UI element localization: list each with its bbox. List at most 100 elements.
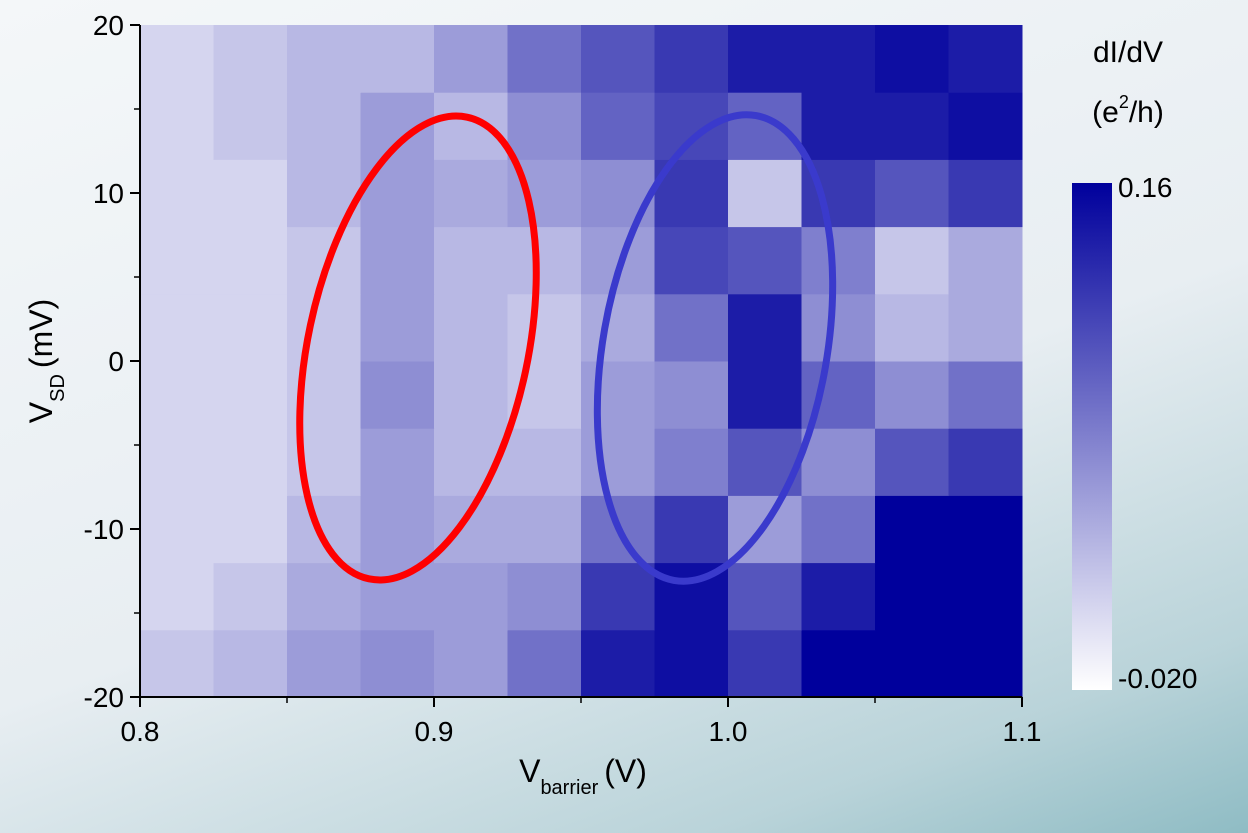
- heatmap-cell: [581, 92, 655, 160]
- heatmap-cell: [581, 293, 655, 362]
- heatmap-cell: [140, 629, 214, 698]
- heatmap-cell: [507, 562, 582, 631]
- heatmap-cell: [654, 293, 729, 362]
- heatmap-cell: [360, 428, 435, 496]
- heatmap-cell: [213, 562, 288, 631]
- y-tick-label: 10: [93, 178, 124, 209]
- heatmap-cell: [728, 92, 802, 160]
- heatmap-cell: [434, 562, 508, 631]
- heatmap-cell: [801, 293, 876, 362]
- x-label-text: V: [519, 753, 541, 789]
- heatmap: [140, 25, 1023, 698]
- x-tick-label: 0.9: [415, 716, 454, 747]
- heatmap-cell: [507, 293, 582, 362]
- heatmap-cell: [140, 159, 214, 228]
- heatmap-cell: [875, 159, 949, 228]
- heatmap-cell: [213, 92, 288, 160]
- heatmap-cell: [948, 562, 1023, 631]
- heatmap-cell: [948, 428, 1023, 496]
- heatmap-cell: [875, 629, 949, 698]
- heatmap-cell: [654, 428, 729, 496]
- heatmap-cell: [287, 92, 361, 160]
- heatmap-cell: [875, 226, 949, 295]
- heatmap-cell: [140, 293, 214, 362]
- heatmap-cell: [507, 629, 582, 698]
- heatmap-cell: [948, 495, 1023, 564]
- heatmap-cell: [801, 25, 876, 93]
- y-label-text: V: [23, 401, 59, 423]
- heatmap-cell: [360, 25, 435, 93]
- heatmap-cell: [434, 629, 508, 698]
- heatmap-cell: [213, 159, 288, 228]
- heatmap-cell: [728, 226, 802, 295]
- heatmap-cell: [140, 562, 214, 631]
- heatmap-cell: [140, 361, 214, 429]
- heatmap-cell: [948, 226, 1023, 295]
- y-label-unit: (mV): [23, 299, 59, 368]
- colorbar-unit-sup: 2: [1119, 92, 1129, 112]
- heatmap-cell: [728, 25, 802, 93]
- heatmap-cell: [875, 428, 949, 496]
- heatmap-cell: [875, 562, 949, 631]
- heatmap-cell: [213, 25, 288, 93]
- heatmap-cell: [287, 293, 361, 362]
- heatmap-cell: [948, 25, 1023, 93]
- heatmap-cell: [507, 92, 582, 160]
- heatmap-cell: [581, 25, 655, 93]
- colorbar-unit: (e2/h): [1092, 92, 1164, 129]
- heatmap-cell: [801, 495, 876, 564]
- heatmap-cell: [948, 159, 1023, 228]
- heatmap-cell: [140, 25, 214, 93]
- heatmap-cell: [287, 495, 361, 564]
- heatmap-cell: [654, 361, 729, 429]
- colorbar-unit-before: (e: [1092, 96, 1119, 129]
- colorbar-title: dI/dV: [1093, 36, 1163, 69]
- heatmap-cell: [581, 428, 655, 496]
- heatmap-cell: [948, 361, 1023, 429]
- heatmap-cell: [801, 92, 876, 160]
- heatmap-cell: [213, 226, 288, 295]
- y-tick-label: -10: [84, 514, 124, 545]
- heatmap-cell: [140, 92, 214, 160]
- y-tick-label: -20: [84, 682, 124, 713]
- heatmap-cell: [507, 25, 582, 93]
- heatmap-cell: [875, 25, 949, 93]
- heatmap-cell: [434, 159, 508, 228]
- heatmap-cell: [801, 226, 876, 295]
- y-axis-label: VSD (mV): [23, 299, 69, 423]
- heatmap-cell: [581, 361, 655, 429]
- heatmap-cell: [507, 428, 582, 496]
- heatmap-cell: [581, 562, 655, 631]
- heatmap-cell: [287, 629, 361, 698]
- x-tick-label: 0.8: [121, 716, 160, 747]
- heatmap-cell: [801, 629, 876, 698]
- heatmap-cell: [213, 361, 288, 429]
- annotation-ellipse: [296, 112, 540, 584]
- heatmap-cell: [654, 495, 729, 564]
- heatmap-cell: [434, 25, 508, 93]
- heatmap-cell: [213, 293, 288, 362]
- heatmap-cell: [360, 226, 435, 295]
- colorbar-tick-label: -0.020: [1118, 663, 1197, 694]
- colorbar: [1072, 183, 1112, 690]
- heatmap-cell: [360, 629, 435, 698]
- heatmap-cell: [875, 92, 949, 160]
- heatmap-cell: [728, 562, 802, 631]
- x-tick-label: 1.0: [709, 716, 748, 747]
- heatmap-cell: [434, 226, 508, 295]
- x-tick-label: 1.1: [1003, 716, 1042, 747]
- heatmap-cell: [213, 629, 288, 698]
- heatmap-cell: [801, 562, 876, 631]
- y-tick-label: 20: [93, 10, 124, 41]
- heatmap-cell: [654, 25, 729, 93]
- colorbar-unit-after: /h): [1129, 96, 1164, 129]
- heatmap-cell: [507, 226, 582, 295]
- heatmap-cell: [360, 293, 435, 362]
- heatmap-cell: [728, 293, 802, 362]
- heatmap-cell: [654, 629, 729, 698]
- heatmap-cell: [434, 293, 508, 362]
- heatmap-cell: [728, 159, 802, 228]
- heatmap-cell: [948, 629, 1023, 698]
- x-axis-label: Vbarrier (V): [519, 753, 647, 799]
